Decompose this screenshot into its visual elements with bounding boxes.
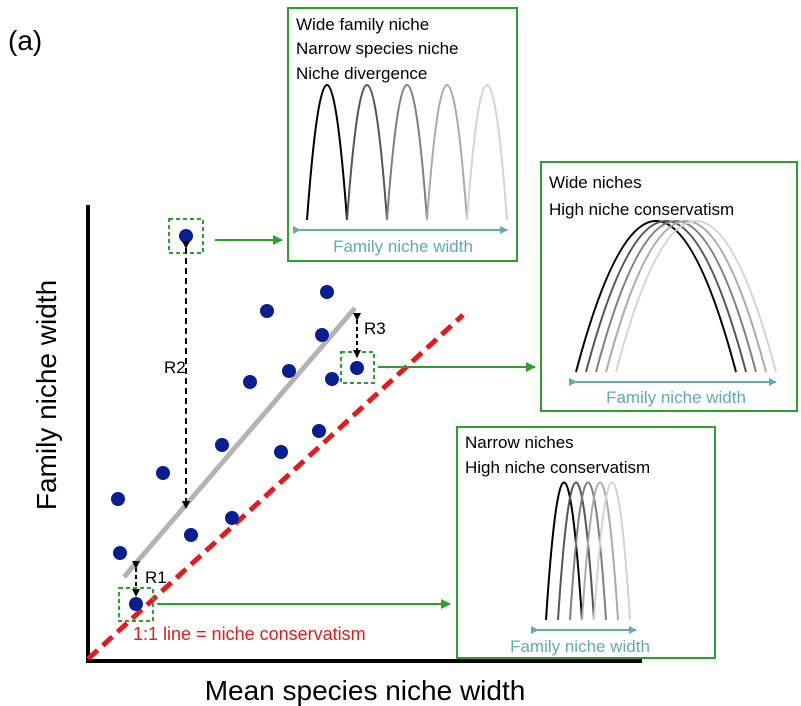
residual-label-r3: R3 (364, 319, 386, 338)
x-axis-title: Mean species niche width (205, 675, 526, 706)
data-point (129, 597, 143, 611)
residual-label-r2: R2 (164, 358, 186, 377)
regression-line (122, 306, 357, 579)
niche-curve (346, 84, 388, 221)
data-point (325, 372, 339, 386)
residual-label-r1: R1 (145, 568, 167, 587)
inset-text-line: High niche conservatism (465, 458, 650, 477)
data-point (315, 328, 329, 342)
one-to-one-label: 1:1 line = niche conservatism (133, 624, 366, 644)
inset-text-line: Wide niches (549, 173, 642, 192)
inset-frame (287, 7, 518, 262)
data-point (113, 546, 127, 560)
niche-curve (545, 481, 583, 621)
data-point (184, 528, 198, 542)
data-point (282, 364, 296, 378)
family-niche-width-label: Family niche width (510, 637, 650, 656)
niche-curve (615, 220, 777, 373)
inset-text-line: Narrow niches (465, 433, 574, 452)
residual-arrows (132, 241, 361, 597)
data-point (225, 511, 239, 525)
niche-curve (466, 84, 508, 221)
inset-divergence: Wide family niche Narrow species niche N… (287, 7, 518, 262)
inset-text-line: Niche divergence (296, 64, 427, 83)
one-to-one-line (86, 313, 465, 661)
niche-curve (605, 220, 767, 373)
niche-curve (426, 84, 468, 221)
inset-wide-niches: Wide niches High niche conservatism Fami… (540, 161, 798, 412)
data-point (111, 492, 125, 506)
inset-text-line: Wide family niche (296, 15, 429, 34)
inset-narrow-niches: Narrow niches High niche conservatism Fa… (456, 426, 716, 659)
data-point (179, 229, 193, 243)
niche-curve (386, 84, 428, 221)
niche-curve (581, 481, 619, 621)
axes (86, 205, 642, 663)
inset-connectors (157, 235, 536, 609)
inset-frame (456, 426, 716, 659)
niche-curve (557, 481, 595, 621)
niche-curve (569, 481, 607, 621)
data-point (274, 445, 288, 459)
niche-curve (595, 220, 757, 373)
highlight-boxes (118, 218, 375, 622)
niche-curve (585, 220, 747, 373)
data-point (243, 375, 257, 389)
data-points (111, 229, 364, 611)
data-point (350, 361, 364, 375)
data-point (320, 285, 334, 299)
inset-text-line: Narrow species niche (296, 39, 459, 58)
y-axis-title: Family niche width (31, 280, 62, 510)
panel-letter: (a) (8, 25, 42, 56)
family-niche-width-label: Family niche width (333, 237, 473, 256)
data-point (156, 466, 170, 480)
family-niche-width-label: Family niche width (606, 388, 746, 407)
niche-curve (593, 481, 631, 621)
data-point (215, 438, 229, 452)
inset-text-line: High niche conservatism (549, 200, 734, 219)
niche-curve (306, 84, 348, 221)
data-point (260, 304, 274, 318)
data-point (312, 424, 326, 438)
niche-curve (575, 220, 737, 373)
